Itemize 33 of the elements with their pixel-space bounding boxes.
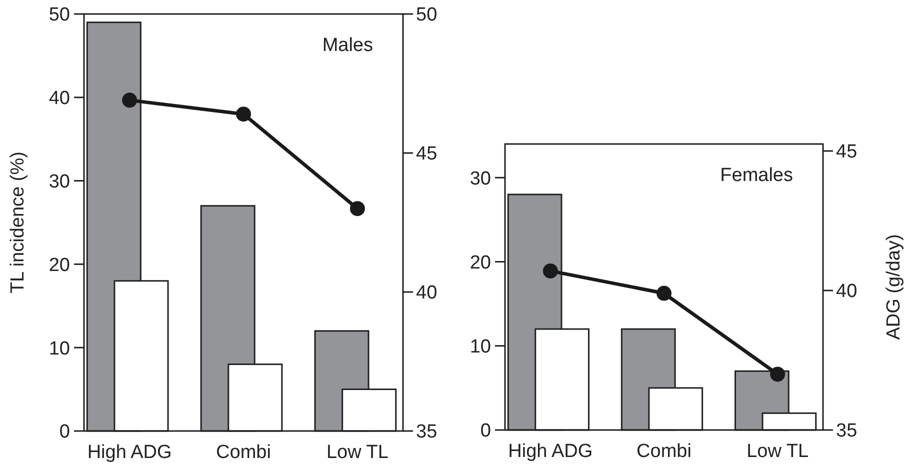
y-tick-label: 0 [480,420,491,442]
y-tick-label: 20 [48,254,70,276]
y-tick-label: 30 [48,171,70,192]
y2-tick-label: 40 [836,281,858,302]
point [122,92,138,108]
x-tick-label: High ADG [87,442,172,463]
y-tick-label: 0 [59,422,70,443]
x-tick-label: Low TL [746,441,809,462]
annotation: Females [720,165,793,186]
y2-tick-label: 40 [416,282,438,304]
y-tick-label: 10 [48,338,70,360]
y2-tick-label: 35 [836,420,858,442]
y-tick-label: 50 [48,4,70,26]
y-tick-label: 20 [470,252,491,274]
point [236,106,251,122]
annotation: Males [322,35,373,56]
x-tick-label: Low TL [326,442,388,463]
x-tick-label: Combi [216,442,271,463]
point [770,366,786,382]
y2-tick-label: 50 [416,4,438,26]
y-tick-label: 30 [470,168,491,190]
x-tick-label: Combi [636,441,692,462]
y2-axis-title: ADG (g/day) [884,234,905,340]
x-tick-label: High ADG [508,441,593,462]
y-tick-label: 40 [48,88,70,110]
y2-tick-label: 45 [836,142,858,163]
y2-tick-label: 35 [416,422,438,443]
point [350,201,365,216]
y-tick-label: 10 [470,336,491,358]
y-axis-title: TL incidence (%) [8,152,29,294]
y2-tick-label: 45 [416,144,438,165]
point [542,263,558,278]
point [656,286,672,301]
